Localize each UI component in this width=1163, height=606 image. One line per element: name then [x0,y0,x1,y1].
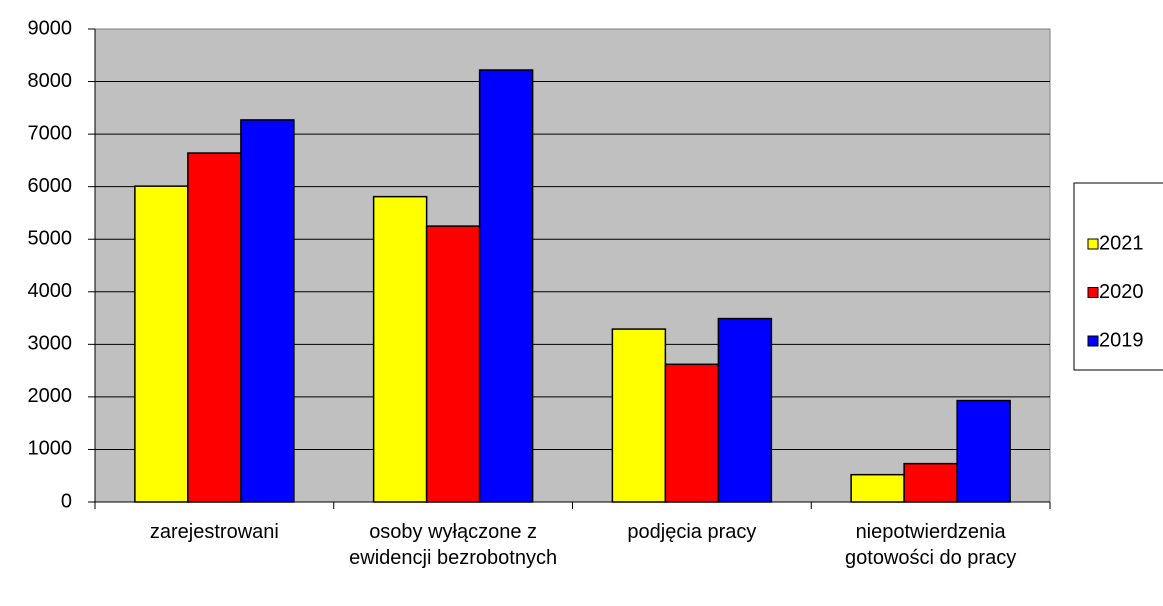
bar [664,363,720,503]
y-tick-label: 6000 [28,175,73,197]
y-tick-label: 9000 [28,17,73,39]
legend-label: 2019 [1099,329,1144,351]
x-tick-label: zarejestrowani [149,521,279,543]
y-tick-label: 4000 [28,280,73,302]
bar [611,328,667,503]
legend-swatch [1087,335,1099,347]
bar [134,185,189,503]
legend-swatch [1087,238,1099,250]
y-tick-label: 2000 [28,385,73,407]
x-tick-label: osoby wyłączone z ewidencji bezrobotnych [349,521,558,569]
y-tick-label: 1000 [28,438,73,460]
x-tick-label: niepotwierdzenia gotowości do pracy [845,521,1017,569]
y-tick-label: 5000 [28,228,73,250]
bar [187,152,242,503]
bar [717,317,773,503]
x-tick-label: podjęcia pracy [627,521,757,543]
bar [372,195,428,503]
legend-label: 2021 [1099,232,1144,254]
bar [956,399,1011,503]
y-tick-label: 8000 [28,70,73,92]
y-tick-label: 3000 [28,333,73,355]
bar [478,69,534,503]
bar [425,225,481,503]
bar [903,462,958,503]
legend-swatch [1087,287,1099,298]
y-tick-label: 0 [61,490,72,512]
bar [850,473,905,503]
bar [240,119,295,503]
legend-label: 2020 [1099,281,1144,303]
y-tick-label: 7000 [28,122,73,144]
